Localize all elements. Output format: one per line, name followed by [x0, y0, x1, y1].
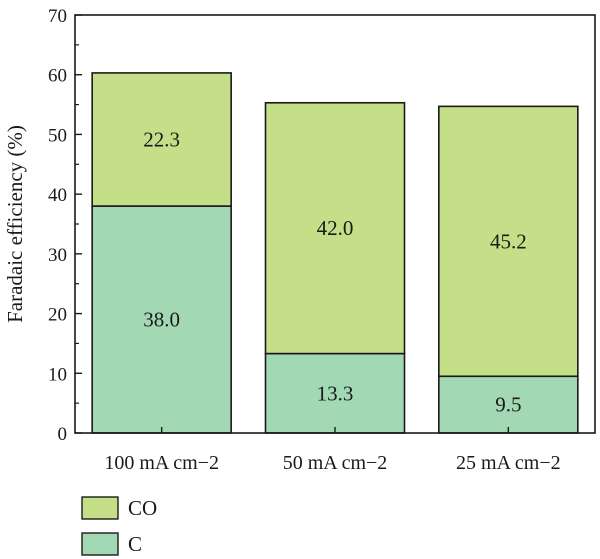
data-label-co-2: 45.2	[490, 229, 527, 253]
data-label-c-1: 13.3	[317, 381, 354, 405]
data-labels-layer: 38.0 22.3 13.3 42.0 9.5 45.2	[143, 128, 526, 417]
bar-co-2	[438, 105, 579, 378]
x-axis-labels: 100 mA cm−2 50 mA cm−2 25 mA cm−2	[104, 427, 561, 474]
bar-c-0	[91, 205, 232, 434]
y-tick-label-0: 0	[58, 424, 68, 445]
legend-swatch-co	[81, 496, 119, 520]
legend: CO C	[81, 496, 157, 556]
bar-co-0	[91, 72, 232, 207]
y-axis-title: Faradaic efficiency (%)	[3, 125, 27, 323]
y-tick-label-70: 70	[48, 6, 67, 27]
x-tick-label-2: 25 mA cm−2	[456, 452, 561, 474]
y-tick-label-60: 60	[48, 66, 67, 87]
bar-co-1	[264, 101, 406, 355]
x-tick-label-1: 50 mA cm−2	[283, 452, 388, 474]
y-tick-label-10: 10	[48, 364, 67, 385]
data-label-c-2: 9.5	[495, 393, 521, 417]
y-tick-label-30: 30	[48, 245, 67, 266]
legend-swatch-c	[81, 532, 119, 556]
bars-layer	[91, 72, 579, 434]
legend-label-co: CO	[128, 496, 157, 520]
data-label-co-1: 42.0	[317, 216, 354, 240]
y-tick-label-50: 50	[48, 125, 67, 146]
legend-label-c: C	[128, 532, 142, 556]
y-axis-ticks: 0 10 20 30 40 50 60 70	[48, 6, 82, 445]
y-tick-label-20: 20	[48, 305, 67, 326]
data-label-c-0: 38.0	[143, 308, 180, 332]
y-tick-label-40: 40	[48, 185, 67, 206]
x-tick-label-0: 100 mA cm−2	[104, 452, 219, 474]
data-label-co-0: 22.3	[143, 128, 180, 152]
